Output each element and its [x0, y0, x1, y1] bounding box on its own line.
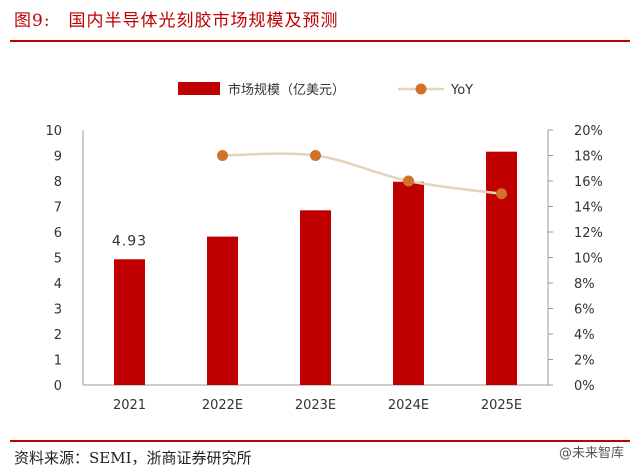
legend-bar-label: 市场规模（亿美元）: [228, 82, 345, 98]
legend-line-label: YoY: [450, 83, 473, 98]
y-right-tick-label: 20%: [574, 124, 603, 139]
yoy-point: [217, 150, 228, 161]
title-rule: [10, 40, 630, 42]
x-tick-label: 2024E: [388, 398, 429, 413]
legend-bar-swatch: [178, 82, 220, 95]
y-right-tick-label: 16%: [574, 175, 603, 190]
y-right-tick-label: 18%: [574, 150, 603, 165]
y-left-tick-label: 1: [54, 354, 62, 369]
legend-line-marker: [415, 83, 427, 95]
y-right-tick-label: 14%: [574, 201, 603, 216]
figure-title: 图9: 国内半导体光刻胶市场规模及预测: [14, 6, 339, 36]
bar: [300, 210, 331, 385]
watermark: @未来智库: [558, 446, 624, 461]
x-tick-label: 2022E: [202, 398, 243, 413]
yoy-series: [217, 150, 507, 200]
data-labels: 4.93: [112, 233, 147, 249]
y-left-tick-label: 2: [54, 328, 62, 343]
y-left-tick-label: 3: [54, 303, 62, 318]
y-right-tick-label: 8%: [574, 277, 595, 292]
y-right-tick-label: 2%: [574, 354, 595, 369]
yoy-point: [496, 188, 507, 200]
bar: [486, 151, 517, 385]
bar: [393, 181, 424, 385]
yoy-point: [403, 175, 414, 187]
source-rule: [10, 440, 630, 442]
y-right-tick-label: 0%: [574, 379, 595, 394]
y-left-tick-label: 0: [54, 379, 62, 394]
axes: 0 1 2 3 4 5 6 7 8 9 10 0% 2% 4% 6% 8% 10% 12% 14% 16% 18% 20%…: [45, 124, 602, 413]
x-tick-label: 2023E: [295, 398, 336, 413]
bar: [207, 236, 238, 385]
legend: 市场规模（亿美元） YoY: [178, 82, 473, 98]
figure-number: 图9:: [14, 11, 51, 31]
bar: [114, 259, 145, 385]
y-right-tick-label: 6%: [574, 303, 595, 318]
y-left-tick-label: 9: [54, 150, 62, 165]
y-left-tick-label: 5: [54, 252, 62, 267]
x-tick-label: 2021: [113, 398, 146, 413]
y-right-tick-label: 12%: [574, 226, 603, 241]
chart: 市场规模（亿美元） YoY 0 1 2 3 4 5 6 7 8 9 10 0% 2% 4% 6% 8% 10% 12…: [45, 82, 603, 413]
yoy-line: [222, 152, 502, 195]
y-left-tick-label: 10: [45, 124, 62, 139]
y-right-tick-label: 4%: [574, 328, 595, 343]
y-left-tick-label: 7: [54, 201, 62, 216]
x-tick-label: 2025E: [481, 398, 522, 413]
y-right-tick-label: 10%: [574, 252, 603, 267]
bar-data-label: 4.93: [112, 233, 147, 249]
source-note: 资料来源：SEMI，浙商证券研究所: [14, 449, 252, 467]
y-left-tick-label: 6: [54, 226, 62, 241]
y-left-tick-label: 4: [54, 277, 62, 292]
bar-series: [114, 151, 517, 385]
figure-title-text: 国内半导体光刻胶市场规模及预测: [68, 11, 339, 31]
yoy-point: [310, 150, 321, 161]
y-left-tick-label: 8: [54, 175, 62, 190]
